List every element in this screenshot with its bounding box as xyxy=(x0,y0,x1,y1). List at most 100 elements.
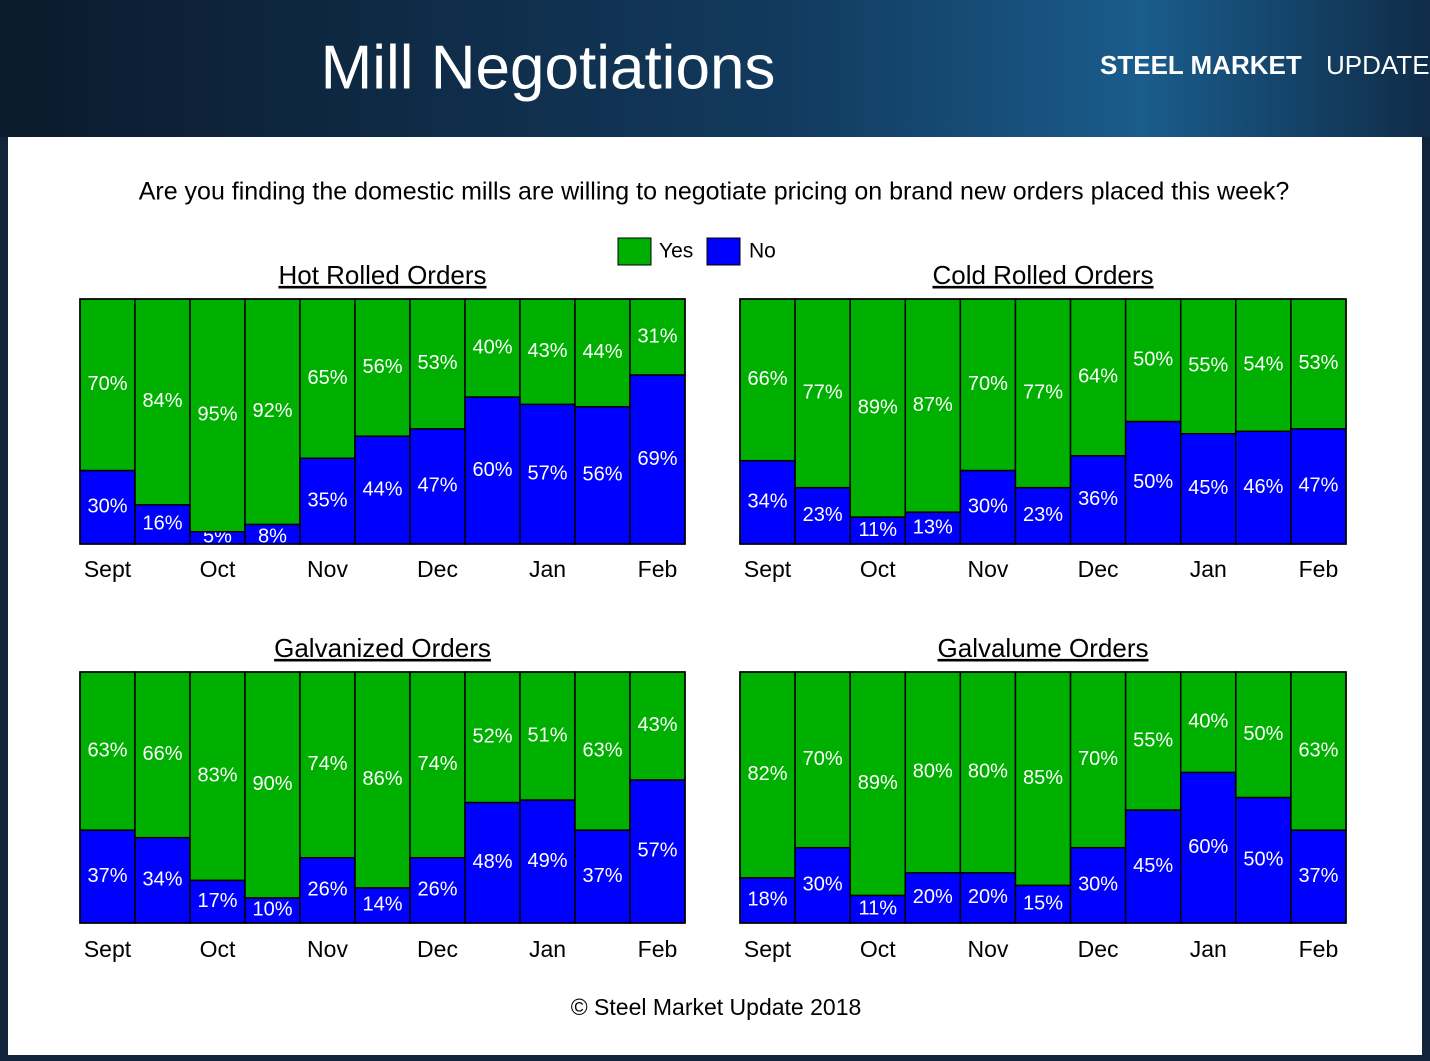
value-label: 20% xyxy=(968,886,1008,908)
value-label: 80% xyxy=(968,761,1008,783)
value-label: 11% xyxy=(858,897,897,919)
value-label: 47% xyxy=(417,475,457,497)
x-tick-label: Jan xyxy=(1190,936,1227,962)
value-label: 70% xyxy=(87,373,127,395)
x-tick-label: Sept xyxy=(744,556,792,582)
legend-swatch xyxy=(617,237,652,266)
value-label: 35% xyxy=(307,489,347,511)
question: Are you finding the domestic mills are w… xyxy=(139,178,1290,206)
plot-frame xyxy=(739,298,1347,545)
x-tick-label: Feb xyxy=(1299,556,1339,582)
bar-segment xyxy=(1014,671,1072,887)
value-label: 70% xyxy=(803,748,843,770)
value-label: 45% xyxy=(1188,477,1228,499)
bar-segment xyxy=(1124,298,1182,423)
value-label: 47% xyxy=(1298,475,1338,497)
value-label: 23% xyxy=(1023,504,1063,526)
x-tick-label: Dec xyxy=(1078,556,1119,582)
bar-segment xyxy=(1235,298,1292,433)
value-label: 95% xyxy=(197,404,237,426)
value-label: 74% xyxy=(307,753,347,775)
bar-segment xyxy=(1069,455,1127,545)
value-label: 66% xyxy=(142,743,182,765)
x-tick-label: Nov xyxy=(307,936,348,962)
value-label: 17% xyxy=(197,890,237,912)
chart-title: Hot Rolled Orders xyxy=(278,260,486,290)
bar-segment xyxy=(629,779,686,924)
value-label: 44% xyxy=(582,341,622,363)
bar-segment xyxy=(519,799,576,924)
value-label: 14% xyxy=(362,894,402,916)
bar-segment xyxy=(794,671,851,849)
bar-segment xyxy=(299,856,356,924)
bar-segment xyxy=(244,298,301,526)
value-label: 53% xyxy=(417,352,457,374)
value-label: 53% xyxy=(1298,352,1338,374)
bar-segment xyxy=(1235,671,1292,799)
legend-label: No xyxy=(749,240,776,263)
value-label: 43% xyxy=(637,714,677,736)
bar-segment xyxy=(464,671,521,804)
bar-segment xyxy=(244,671,301,899)
x-tick-label: Sept xyxy=(744,936,792,962)
value-label: 69% xyxy=(637,448,677,470)
bar-segment xyxy=(354,435,411,545)
value-label: 15% xyxy=(1023,892,1063,914)
x-tick-label: Jan xyxy=(1190,556,1227,582)
value-label: 63% xyxy=(582,739,622,761)
bar-segment xyxy=(409,671,466,859)
value-label: 83% xyxy=(197,764,237,786)
value-label: 16% xyxy=(142,513,182,535)
logo-light: UPDATE xyxy=(1326,50,1430,80)
value-label: 89% xyxy=(858,772,898,794)
legend-swatch xyxy=(706,237,741,266)
value-label: 77% xyxy=(1023,382,1063,404)
x-tick-label: Feb xyxy=(1299,936,1339,962)
value-label: 40% xyxy=(472,336,512,358)
bar-segment xyxy=(849,671,907,897)
bar-segment xyxy=(1069,671,1127,849)
bar-segment xyxy=(354,671,411,889)
value-label: 56% xyxy=(362,356,402,378)
value-label: 85% xyxy=(1023,767,1063,789)
value-label: 30% xyxy=(968,496,1008,518)
x-tick-label: Jan xyxy=(529,936,566,962)
header-band xyxy=(0,0,1430,137)
value-label: 50% xyxy=(1133,349,1173,371)
bar-segment xyxy=(79,671,136,831)
x-tick-label: Feb xyxy=(638,556,678,582)
value-label: 11% xyxy=(858,519,897,541)
bar-segment xyxy=(1290,298,1347,430)
value-label: 55% xyxy=(1188,355,1228,377)
bar-segment xyxy=(574,829,631,924)
value-label: 89% xyxy=(858,396,898,418)
value-label: 26% xyxy=(417,879,457,901)
value-label: 82% xyxy=(748,763,788,785)
bar-segment xyxy=(409,298,466,430)
value-label: 45% xyxy=(1133,855,1173,877)
x-tick-label: Oct xyxy=(860,936,896,962)
slide-title: Mill Negotiations xyxy=(321,33,776,102)
value-label: 54% xyxy=(1243,353,1283,375)
value-label: 70% xyxy=(1078,748,1118,770)
value-label: 51% xyxy=(527,724,567,746)
value-label: 60% xyxy=(1188,836,1228,858)
value-label: 30% xyxy=(803,874,843,896)
value-label: 55% xyxy=(1133,729,1173,751)
bar-segment xyxy=(409,428,466,545)
bar-segment xyxy=(134,671,191,839)
x-tick-label: Dec xyxy=(417,936,458,962)
x-tick-label: Dec xyxy=(1078,936,1119,962)
value-label: 60% xyxy=(472,459,512,481)
bar-segment xyxy=(1014,884,1072,924)
value-label: 34% xyxy=(748,491,788,513)
bar-segment xyxy=(519,298,576,406)
value-label: 18% xyxy=(748,889,788,911)
value-label: 43% xyxy=(527,340,567,362)
bar-segment xyxy=(1179,671,1237,774)
value-label: 37% xyxy=(87,865,127,887)
x-tick-label: Jan xyxy=(529,556,566,582)
bar-segment xyxy=(519,403,576,545)
